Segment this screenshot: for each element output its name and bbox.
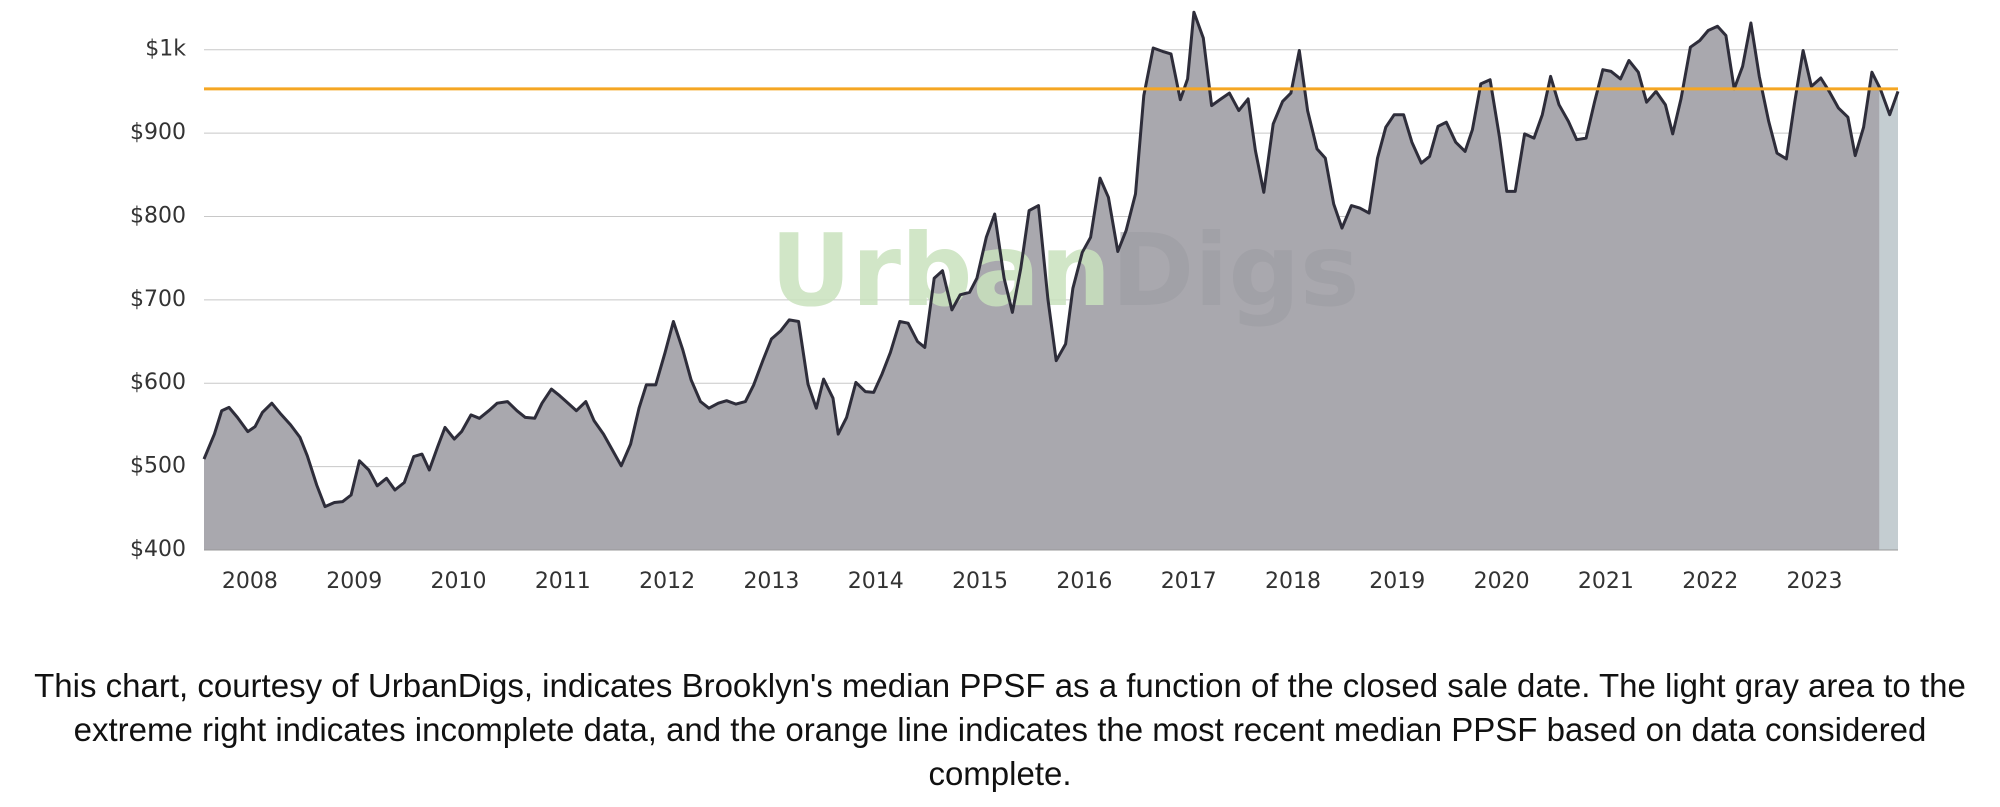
x-tick-label: 2008: [222, 569, 278, 594]
y-tick-label: $600: [130, 370, 186, 395]
line: [202, 10, 1900, 509]
x-tick-label: 2022: [1682, 569, 1738, 594]
x-tick-label: 2009: [326, 569, 382, 594]
x-tick-label: 2013: [743, 569, 799, 594]
y-tick-label: $900: [130, 120, 186, 145]
area: [204, 12, 1898, 550]
x-tick-label: 2016: [1056, 569, 1112, 594]
y-tick-label: $400: [130, 537, 186, 562]
x-tick-label: 2020: [1474, 569, 1530, 594]
y-tick-label: $1k: [145, 37, 186, 62]
x-tick-label: 2012: [639, 569, 695, 594]
x-tick-label: 2021: [1578, 569, 1634, 594]
y-tick-label: $700: [130, 287, 186, 312]
incomplete-region: [1879, 12, 1898, 550]
x-tick-label: 2014: [848, 569, 904, 594]
x-tick-label: 2019: [1369, 569, 1425, 594]
watermark-part: Digs: [1111, 212, 1359, 329]
y-tick-label: $500: [130, 454, 186, 479]
x-tick-label: 2023: [1787, 569, 1843, 594]
x-tick-label: 2018: [1265, 569, 1321, 594]
watermark: UrbanDigs: [770, 212, 1359, 329]
x-tick-label: 2010: [431, 569, 487, 594]
y-tick-label: $800: [130, 203, 186, 228]
x-tick-label: 2015: [952, 569, 1008, 594]
x-tick-label: 2011: [535, 569, 591, 594]
chart: $400 $500 $600 $700 $800 $900 $1k 2008 2009 2010 2…: [130, 10, 1900, 594]
caption: This chart, courtesy of UrbanDigs, indic…: [34, 667, 1966, 792]
x-tick-label: 2017: [1161, 569, 1217, 594]
